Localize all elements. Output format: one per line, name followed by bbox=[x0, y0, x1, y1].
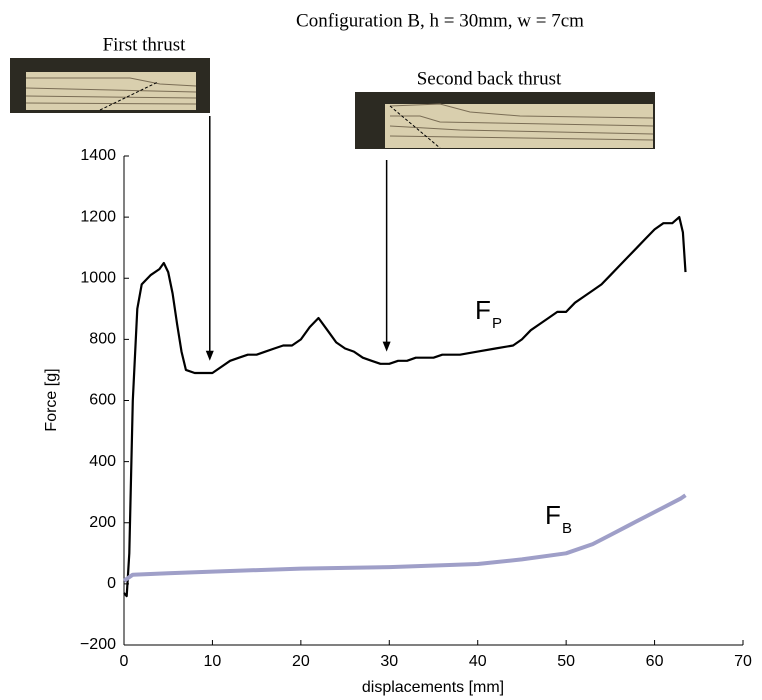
y-tick-label: −200 bbox=[80, 636, 116, 653]
photo bbox=[355, 92, 655, 149]
x-tick-label: 50 bbox=[557, 653, 575, 670]
series-line bbox=[123, 216, 687, 598]
y-tick-label: 600 bbox=[89, 392, 116, 409]
arrow-head bbox=[382, 341, 391, 352]
series-label-subscript: P bbox=[492, 315, 502, 332]
x-tick-label: 20 bbox=[292, 653, 310, 670]
x-tick-label: 0 bbox=[120, 653, 129, 670]
x-tick-label: 40 bbox=[469, 653, 487, 670]
photo bbox=[10, 58, 210, 113]
series-label: F bbox=[475, 295, 491, 325]
x-axis-label: displacements [mm] bbox=[362, 679, 504, 696]
annotation-text: First thrust bbox=[103, 34, 187, 55]
y-tick-label: 1000 bbox=[80, 269, 116, 286]
x-tick-label: 70 bbox=[734, 653, 752, 670]
y-tick-label: 0 bbox=[107, 575, 116, 592]
y-axis-label: Force [g] bbox=[43, 368, 60, 431]
y-tick-label: 200 bbox=[89, 514, 116, 531]
y-tick-label: 1200 bbox=[80, 208, 116, 225]
y-tick-label: 800 bbox=[89, 331, 116, 348]
arrow-head bbox=[205, 350, 214, 361]
x-tick-label: 10 bbox=[204, 653, 222, 670]
series-line bbox=[122, 493, 687, 583]
x-tick-label: 30 bbox=[380, 653, 398, 670]
series-label-subscript: B bbox=[562, 520, 572, 537]
chart-title: Configuration B, h = 30mm, w = 7cm bbox=[296, 10, 584, 31]
x-tick-label: 60 bbox=[646, 653, 664, 670]
annotation-text: Second back thrust bbox=[417, 68, 562, 89]
y-tick-label: 400 bbox=[89, 453, 116, 470]
series-label: F bbox=[545, 500, 561, 530]
y-tick-label: 1400 bbox=[80, 147, 116, 164]
